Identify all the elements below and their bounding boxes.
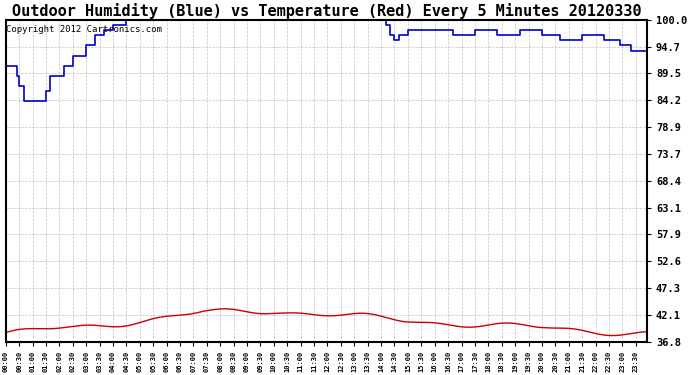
Title: Outdoor Humidity (Blue) vs Temperature (Red) Every 5 Minutes 20120330: Outdoor Humidity (Blue) vs Temperature (… [12, 3, 641, 19]
Text: Copyright 2012 Cartronics.com: Copyright 2012 Cartronics.com [6, 25, 162, 34]
